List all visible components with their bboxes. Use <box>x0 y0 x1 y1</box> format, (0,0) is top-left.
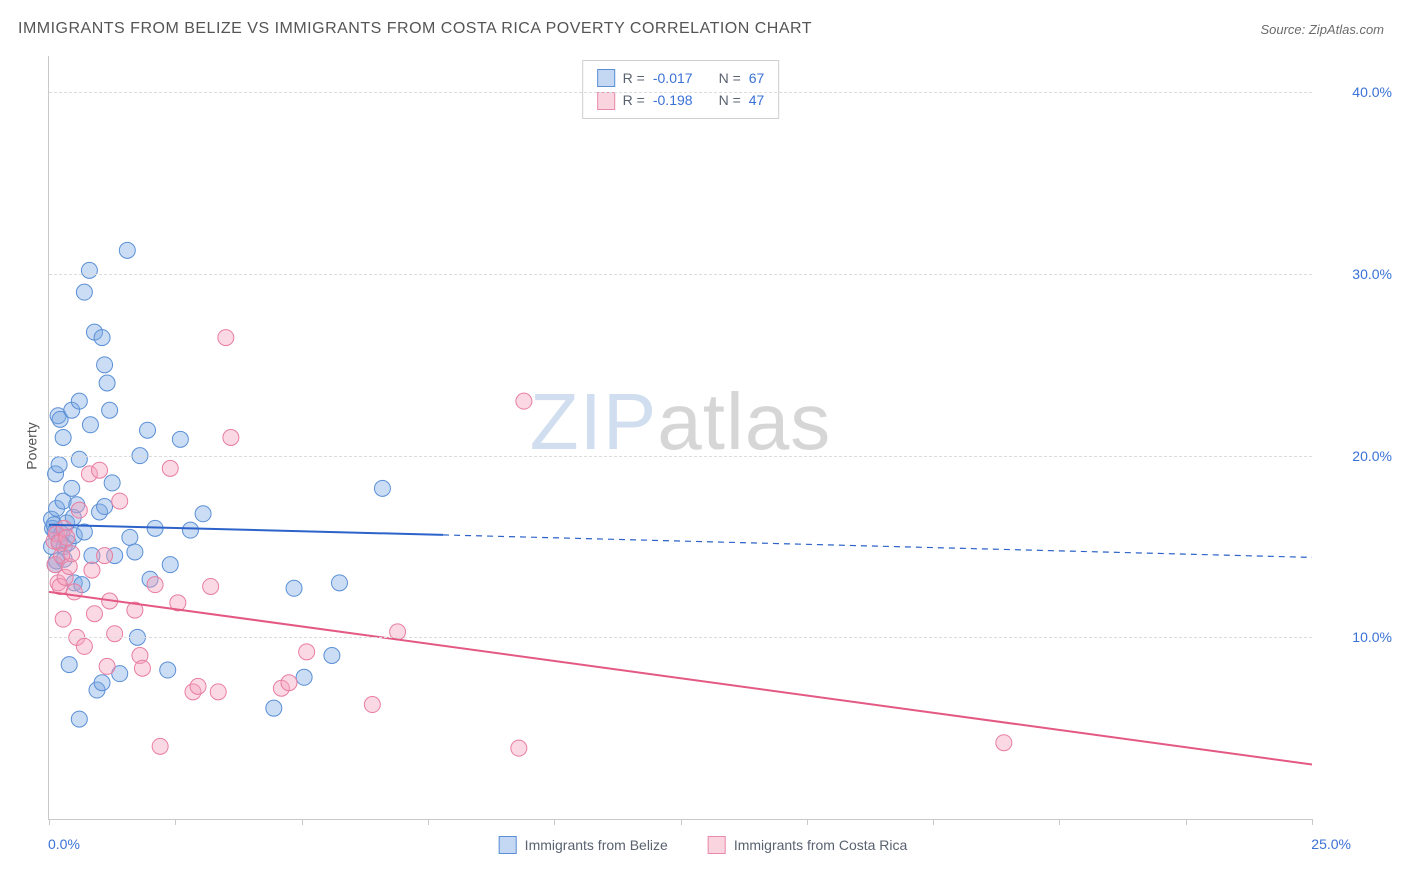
point-costarica <box>511 740 527 756</box>
legend-item-costarica: Immigrants from Costa Rica <box>708 836 907 854</box>
gridline <box>49 637 1312 638</box>
x-tick <box>554 819 555 825</box>
y-tick-label: 10.0% <box>1322 629 1392 645</box>
point-belize <box>104 475 120 491</box>
point-costarica <box>112 493 128 509</box>
y-axis-label: Poverty <box>24 422 40 469</box>
point-belize <box>127 544 143 560</box>
point-belize <box>99 375 115 391</box>
point-belize <box>97 357 113 373</box>
gridline <box>49 92 1312 93</box>
source-label: Source: ZipAtlas.com <box>1260 22 1384 37</box>
x-tick <box>428 819 429 825</box>
legend-bottom: Immigrants from Belize Immigrants from C… <box>499 836 908 854</box>
point-costarica <box>64 546 80 562</box>
x-tick <box>175 819 176 825</box>
point-costarica <box>162 460 178 476</box>
trendline-costarica <box>49 592 1312 765</box>
point-belize <box>182 522 198 538</box>
point-belize <box>331 575 347 591</box>
point-belize <box>160 662 176 678</box>
point-belize <box>195 506 211 522</box>
x-tick <box>807 819 808 825</box>
gridline <box>49 274 1312 275</box>
chart-svg <box>49 56 1312 819</box>
point-belize <box>61 657 77 673</box>
point-belize <box>71 451 87 467</box>
point-costarica <box>76 638 92 654</box>
point-belize <box>162 557 178 573</box>
page-title: IMMIGRANTS FROM BELIZE VS IMMIGRANTS FRO… <box>18 20 812 38</box>
point-costarica <box>299 644 315 660</box>
point-costarica <box>84 562 100 578</box>
point-belize <box>71 393 87 409</box>
x-tick <box>933 819 934 825</box>
point-belize <box>55 430 71 446</box>
point-costarica <box>97 548 113 564</box>
point-belize <box>286 580 302 596</box>
point-belize <box>140 422 156 438</box>
point-costarica <box>152 738 168 754</box>
y-tick-label: 20.0% <box>1322 448 1392 464</box>
trendline-belize <box>49 525 443 535</box>
point-belize <box>76 284 92 300</box>
point-costarica <box>99 658 115 674</box>
gridline <box>49 456 1312 457</box>
x-tick <box>1059 819 1060 825</box>
point-costarica <box>59 529 75 545</box>
swatch-pink-icon <box>708 836 726 854</box>
plot-area: ZIPatlas R = -0.017 N = 67 R = -0.198 N … <box>48 56 1312 820</box>
point-costarica <box>218 330 234 346</box>
point-belize <box>172 431 188 447</box>
x-tick <box>302 819 303 825</box>
y-tick-label: 30.0% <box>1322 266 1392 282</box>
point-belize <box>51 457 67 473</box>
point-costarica <box>134 660 150 676</box>
point-belize <box>102 402 118 418</box>
point-belize <box>97 499 113 515</box>
point-costarica <box>223 430 239 446</box>
point-belize <box>82 417 98 433</box>
point-costarica <box>996 735 1012 751</box>
point-costarica <box>364 697 380 713</box>
swatch-blue-icon <box>499 836 517 854</box>
x-tick-label-first: 0.0% <box>48 836 80 852</box>
point-costarica <box>210 684 226 700</box>
point-costarica <box>86 606 102 622</box>
point-costarica <box>66 584 82 600</box>
point-belize <box>324 648 340 664</box>
point-costarica <box>71 502 87 518</box>
point-belize <box>119 242 135 258</box>
legend-belize-label: Immigrants from Belize <box>525 837 668 853</box>
point-costarica <box>203 578 219 594</box>
point-costarica <box>107 626 123 642</box>
x-tick <box>49 819 50 825</box>
point-belize <box>64 480 80 496</box>
point-costarica <box>516 393 532 409</box>
y-tick-label: 40.0% <box>1322 84 1392 100</box>
point-belize <box>81 262 97 278</box>
point-costarica <box>92 462 108 478</box>
point-belize <box>122 529 138 545</box>
legend-costarica-label: Immigrants from Costa Rica <box>734 837 907 853</box>
point-belize <box>71 711 87 727</box>
x-tick <box>681 819 682 825</box>
point-belize <box>94 330 110 346</box>
point-costarica <box>190 678 206 694</box>
x-tick <box>1312 819 1313 825</box>
legend-item-belize: Immigrants from Belize <box>499 836 668 854</box>
point-belize <box>266 700 282 716</box>
point-costarica <box>147 577 163 593</box>
x-tick-label-last: 25.0% <box>1311 836 1351 852</box>
x-tick <box>1186 819 1187 825</box>
point-belize <box>374 480 390 496</box>
point-belize <box>94 675 110 691</box>
point-costarica <box>281 675 297 691</box>
trendline-belize-dashed <box>443 535 1312 557</box>
point-belize <box>296 669 312 685</box>
point-costarica <box>55 611 71 627</box>
